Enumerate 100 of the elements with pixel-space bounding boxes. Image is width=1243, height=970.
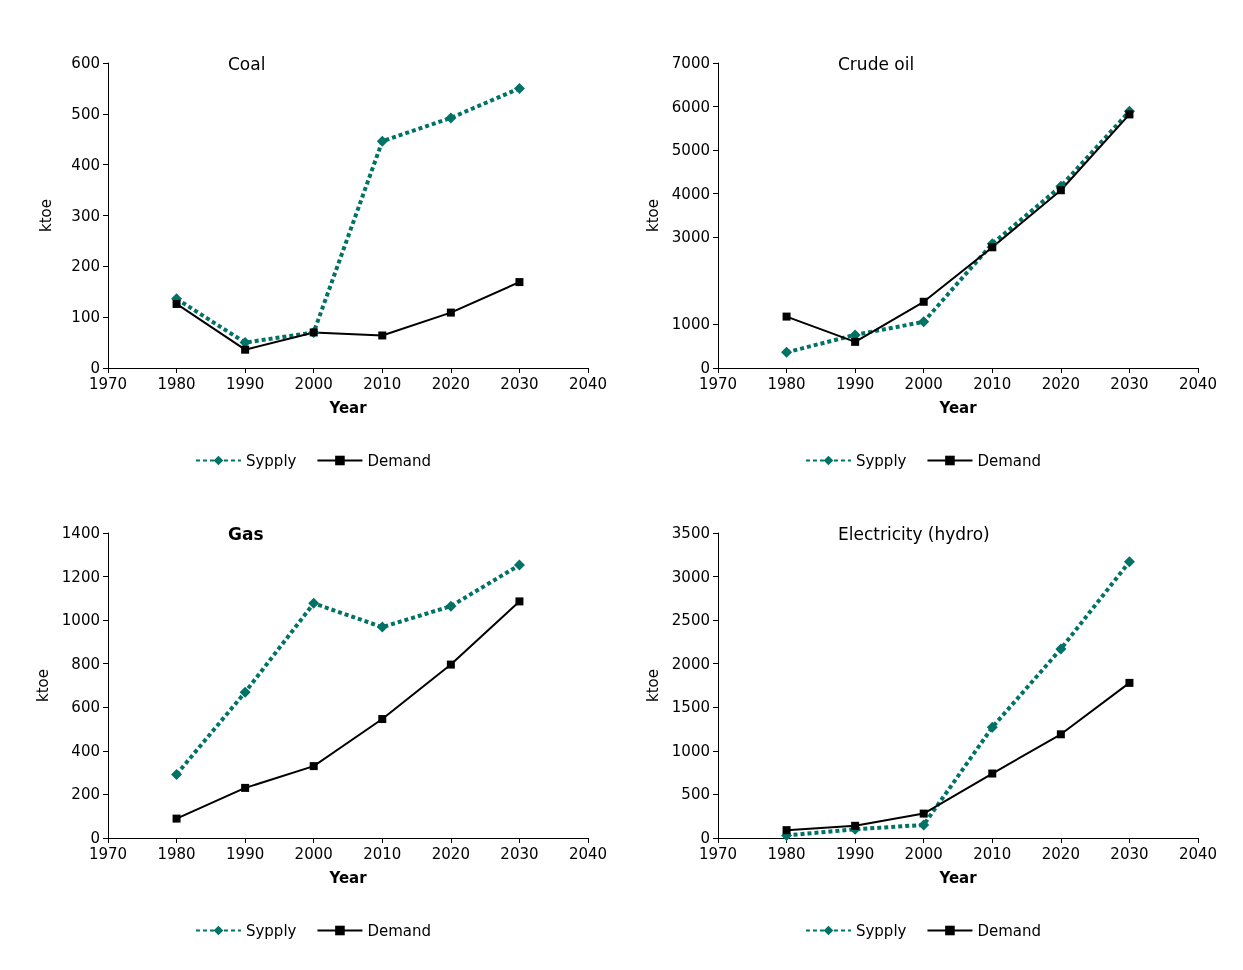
x-tick-label: 2020 <box>1041 374 1080 393</box>
legend-label: Demand <box>977 921 1042 940</box>
point <box>308 597 320 609</box>
point <box>241 783 250 792</box>
y-tick-label: 100 <box>71 308 100 327</box>
x-tick-label: 1970 <box>88 374 128 393</box>
y-tick-label: 1500 <box>671 698 710 717</box>
legend-label: Sypply <box>855 451 907 470</box>
point <box>513 82 525 94</box>
y-tick-label: 3000 <box>671 567 710 586</box>
point <box>782 826 791 835</box>
point <box>919 297 928 306</box>
y-axis-title: ktoe <box>644 199 663 232</box>
y-tick-label: 1000 <box>61 611 100 630</box>
x-tick-label: 2030 <box>500 844 539 863</box>
y-tick-label: 1400 <box>61 524 100 542</box>
y-tick-label: 500 <box>681 785 710 804</box>
y-tick-label: 3500 <box>671 524 710 542</box>
x-tick-label: 2030 <box>1110 374 1149 393</box>
legend-label: Sypply <box>855 921 907 940</box>
point <box>378 715 387 724</box>
legend-label: Demand <box>977 451 1042 470</box>
point <box>445 600 457 612</box>
y-tick-label: 1000 <box>671 315 710 334</box>
x-tick-label: 2000 <box>294 374 333 393</box>
point <box>515 278 524 287</box>
x-tick-label: 2010 <box>363 844 402 863</box>
y-tick-label: 0 <box>700 829 710 847</box>
point <box>515 597 524 606</box>
y-tick-label: 500 <box>71 104 100 123</box>
chart-title: Gas <box>228 523 264 544</box>
legend-label: Sypply <box>245 451 297 470</box>
point <box>781 346 793 358</box>
point <box>918 819 930 831</box>
point <box>445 112 457 124</box>
y-tick-label: 400 <box>71 155 100 174</box>
x-tick-label: 2040 <box>1178 844 1218 863</box>
y-tick-label: 0 <box>90 829 100 847</box>
point <box>446 660 455 669</box>
x-tick-label: 1990 <box>226 844 265 863</box>
y-tick-label: 2000 <box>671 654 710 673</box>
y-tick-label: 2500 <box>671 611 710 630</box>
point <box>376 135 388 147</box>
point <box>378 331 387 340</box>
x-tick-label: 2030 <box>1110 844 1149 863</box>
x-tick-label: 2000 <box>904 374 943 393</box>
y-tick-label: 400 <box>71 741 100 760</box>
y-tick-label: 1200 <box>61 567 100 586</box>
point <box>782 312 791 321</box>
point <box>1056 730 1065 739</box>
point <box>988 769 997 778</box>
y-tick-label: 7000 <box>671 54 710 72</box>
x-axis-title: Year <box>938 398 978 417</box>
x-tick-label: 2010 <box>973 844 1012 863</box>
point <box>986 721 998 733</box>
y-tick-label: 600 <box>71 54 100 72</box>
y-tick-label: 4000 <box>671 184 710 203</box>
y-tick-label: 0 <box>90 359 100 377</box>
chart-title: Electricity (hydro) <box>838 523 990 544</box>
x-tick-label: 2010 <box>973 374 1012 393</box>
x-axis-title: Year <box>328 398 368 417</box>
x-tick-label: 2040 <box>568 374 608 393</box>
x-tick-label: 1970 <box>698 374 738 393</box>
x-tick-label: 2020 <box>1041 844 1080 863</box>
x-tick-label: 1980 <box>157 844 196 863</box>
point <box>446 308 455 317</box>
point <box>171 768 183 780</box>
point <box>1125 678 1134 687</box>
x-tick-label: 1990 <box>836 844 875 863</box>
x-tick-label: 2010 <box>363 374 402 393</box>
y-tick-label: 5000 <box>671 141 710 160</box>
x-tick-label: 2020 <box>431 374 470 393</box>
y-axis-title: ktoe <box>34 669 53 702</box>
y-tick-label: 6000 <box>671 97 710 116</box>
y-axis-title: ktoe <box>644 669 663 702</box>
point <box>309 762 318 771</box>
y-tick-label: 200 <box>71 785 100 804</box>
point <box>172 299 181 308</box>
point <box>1055 643 1067 655</box>
x-tick-label: 1990 <box>836 374 875 393</box>
point <box>172 814 181 823</box>
legend-label: Demand <box>367 921 432 940</box>
y-tick-label: 600 <box>71 698 100 717</box>
x-tick-label: 1970 <box>88 844 128 863</box>
x-tick-label: 1980 <box>157 374 196 393</box>
point <box>1125 110 1134 119</box>
point <box>919 809 928 818</box>
legend-label: Demand <box>367 451 432 470</box>
y-axis-title: ktoe <box>36 199 55 232</box>
y-tick-label: 300 <box>71 206 100 225</box>
point <box>239 686 251 698</box>
point <box>988 243 997 252</box>
point <box>851 821 860 830</box>
y-tick-label: 0 <box>700 359 710 377</box>
x-tick-label: 2040 <box>568 844 608 863</box>
x-tick-label: 1980 <box>767 374 806 393</box>
x-tick-label: 1970 <box>698 844 738 863</box>
point <box>241 345 250 354</box>
x-tick-label: 2030 <box>500 374 539 393</box>
point <box>376 621 388 633</box>
